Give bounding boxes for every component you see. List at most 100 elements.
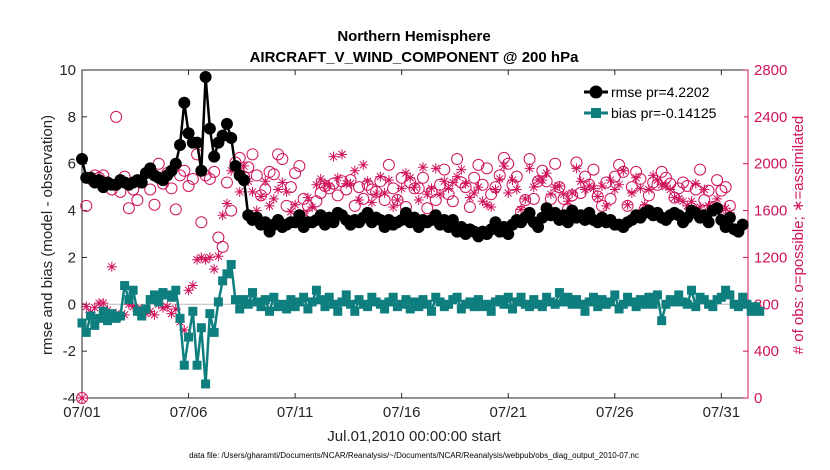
assimilated-obs-marker <box>686 196 697 207</box>
possible-obs-marker <box>604 192 617 205</box>
possible-obs-marker <box>186 172 199 185</box>
bias-marker <box>750 302 760 312</box>
assimilated-obs-marker <box>447 177 458 188</box>
assimilated-obs-marker <box>656 179 667 190</box>
bias-marker <box>132 306 142 316</box>
bias-marker <box>196 323 206 333</box>
bias-marker <box>614 304 624 314</box>
y-tick-label-right: 400 <box>754 343 779 360</box>
assimilated-obs-marker <box>452 171 463 182</box>
rmse-marker <box>199 71 212 84</box>
rmse-marker <box>532 220 545 233</box>
assimilated-obs-marker <box>362 176 373 187</box>
bias-marker <box>716 292 726 302</box>
bias-marker <box>606 297 616 307</box>
bias-marker <box>755 306 765 316</box>
bias-marker <box>260 295 270 305</box>
assimilated-obs-marker <box>89 302 100 313</box>
assimilated-obs-marker <box>631 172 642 183</box>
possible-obs-marker <box>600 176 613 189</box>
y-tick-label-left: 2 <box>68 249 76 266</box>
bias-marker <box>128 285 138 295</box>
rmse-marker <box>711 202 724 215</box>
assimilated-obs-marker <box>354 195 365 206</box>
bias-marker <box>307 297 317 307</box>
y-tick-label-left: -2 <box>63 343 76 360</box>
assimilated-obs-marker <box>251 205 262 216</box>
bias-marker <box>580 306 590 316</box>
possible-obs-marker <box>480 162 493 175</box>
assimilated-obs-marker <box>166 308 177 319</box>
possible-obs-marker <box>178 164 191 177</box>
bias-marker <box>623 292 633 302</box>
assimilated-obs-marker <box>285 206 296 217</box>
possible-obs-marker <box>289 167 302 180</box>
possible-obs-marker <box>276 153 289 166</box>
assimilated-obs-marker <box>588 183 599 194</box>
assimilated-obs-marker <box>290 199 301 210</box>
bias-marker <box>120 281 130 291</box>
bias-marker <box>367 292 377 302</box>
bias-marker <box>337 297 347 307</box>
possible-obs-marker <box>331 189 344 202</box>
bias-marker <box>124 295 134 305</box>
bias-marker <box>90 320 100 330</box>
assimilated-obs-marker <box>281 186 292 197</box>
rmse-marker <box>237 174 250 187</box>
x-tick-label: 07/21 <box>489 404 527 421</box>
rmse-marker <box>502 228 515 240</box>
bias-marker <box>107 309 117 319</box>
assimilated-obs-marker <box>328 151 339 162</box>
rmse-marker <box>178 96 191 109</box>
possible-obs-marker <box>416 171 429 184</box>
rmse-marker <box>191 136 204 149</box>
assimilated-obs-marker <box>417 162 428 173</box>
bias-marker <box>669 297 679 307</box>
assimilated-obs-marker <box>669 192 680 203</box>
bias-marker <box>265 306 275 316</box>
rmse-marker <box>523 206 536 219</box>
bias-marker <box>444 299 454 309</box>
bias-marker <box>563 292 573 302</box>
possible-obs-marker <box>246 148 259 161</box>
assimilated-obs-marker <box>187 280 198 291</box>
rmse-marker <box>220 117 233 130</box>
bias-marker <box>401 295 411 305</box>
possible-obs-marker <box>549 157 562 170</box>
rmse-marker <box>225 131 238 144</box>
y-tick-label-right: 1200 <box>754 249 787 266</box>
assimilated-obs-marker <box>477 196 488 207</box>
assimilated-obs-marker <box>490 184 501 195</box>
assimilated-obs-marker <box>695 202 706 213</box>
y-tick-label-left: 4 <box>68 203 76 220</box>
bias-marker <box>508 304 518 314</box>
y-axis-label-right: # of obs: o=possible; ∗=assimilated <box>790 116 807 355</box>
bias-marker <box>571 295 581 305</box>
assimilated-obs-marker <box>652 175 663 186</box>
bias-marker <box>320 302 330 312</box>
y-tick-label-right: 2800 <box>754 62 787 79</box>
bias-marker <box>311 285 321 295</box>
possible-obs-marker <box>284 181 297 194</box>
assimilated-obs-marker <box>550 182 561 193</box>
x-axis-label: Jul.01,2010 00:00:00 start <box>327 428 501 445</box>
bias-marker <box>618 299 628 309</box>
bias-marker <box>682 299 692 309</box>
rmse-marker <box>174 138 187 151</box>
possible-obs-marker <box>182 179 195 192</box>
bias-marker <box>328 299 338 309</box>
bias-marker <box>738 292 748 302</box>
assimilated-obs-marker <box>149 309 160 320</box>
assimilated-obs-marker <box>643 184 654 195</box>
assimilated-obs-marker <box>648 170 659 181</box>
bias-marker <box>525 302 535 312</box>
possible-obs-marker <box>208 165 221 178</box>
assimilated-obs-marker <box>494 173 505 184</box>
assimilated-obs-marker <box>388 202 399 213</box>
bias-marker <box>708 302 718 312</box>
bias-marker <box>482 299 492 309</box>
possible-obs-marker <box>715 184 728 197</box>
bias-marker <box>77 318 87 328</box>
bias-marker <box>486 306 496 316</box>
